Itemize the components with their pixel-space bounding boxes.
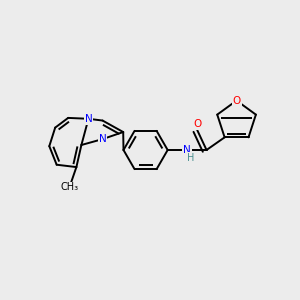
Text: O: O xyxy=(232,96,241,106)
Text: O: O xyxy=(193,119,201,129)
Text: H: H xyxy=(187,153,194,163)
Text: N: N xyxy=(99,134,106,144)
Text: N: N xyxy=(85,114,92,124)
Text: CH₃: CH₃ xyxy=(61,182,79,192)
Text: N: N xyxy=(183,145,191,155)
